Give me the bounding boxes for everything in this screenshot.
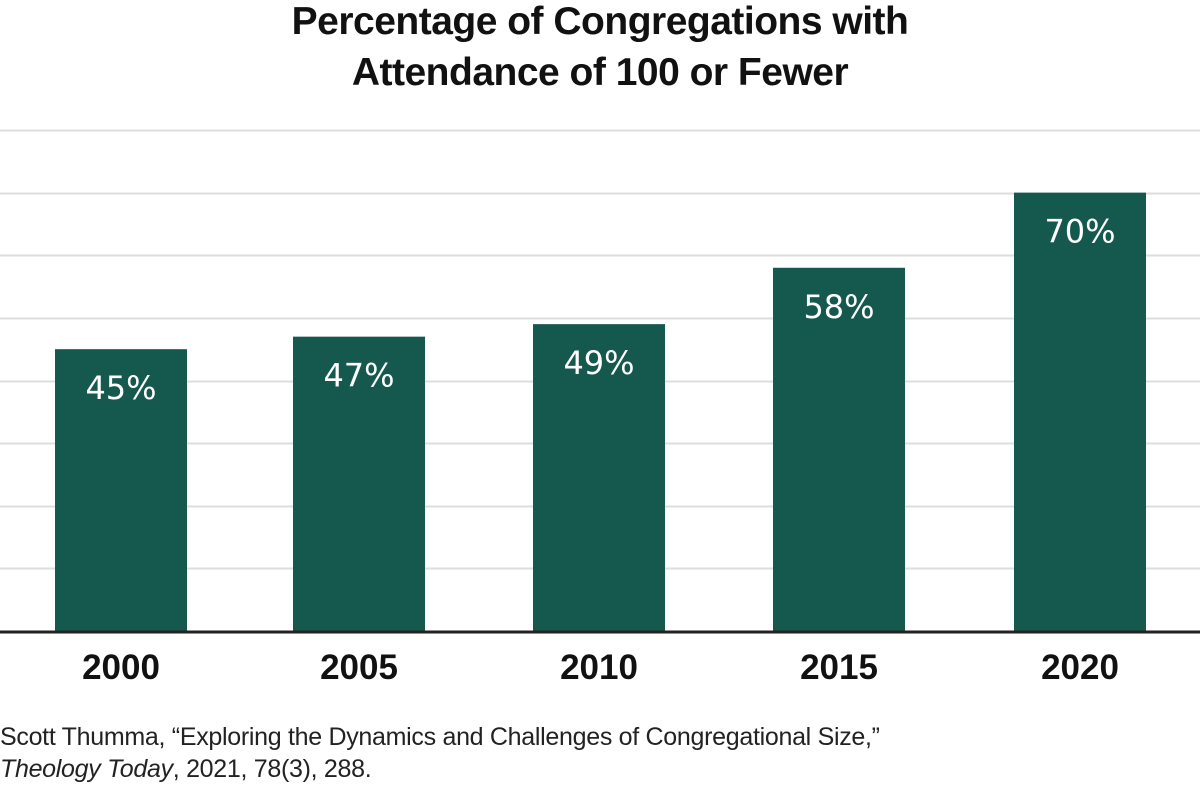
x-tick-labels: 2000 2005 2010 2015 2020 [82,648,1119,687]
data-label-2020: 70% [1044,213,1115,251]
bar-2015 [773,267,905,631]
source-journal: Theology Today [0,755,173,783]
data-label-2010: 49% [563,344,634,382]
chart-title-line-1: Percentage of Congregations with [291,0,909,43]
x-tick-label-2015: 2015 [800,648,878,687]
source-details: , 2021, 78(3), 288. [172,755,372,783]
chart-title: Percentage of Congregations with Attenda… [0,0,1200,98]
source-line-2: Theology Today, 2021, 78(3), 288. [0,753,880,785]
source-line-1: Scott Thumma, “Exploring the Dynamics an… [0,723,880,751]
bar-2010 [533,324,665,631]
data-label-2015: 58% [803,288,874,326]
bar-chart: 45% 47% 49% 58% 70% 2000 2005 2010 2015 2020 [0,129,1200,687]
source-citation: Scott Thumma, “Exploring the Dynamics an… [0,721,880,785]
x-tick-label-2010: 2010 [560,648,638,687]
bar-2020 [1014,192,1146,631]
bars [55,192,1146,631]
data-label-2000: 45% [85,369,156,407]
x-tick-label-2000: 2000 [82,648,160,687]
x-tick-label-2005: 2005 [320,648,398,687]
data-label-2005: 47% [323,357,394,395]
bar-2005 [293,336,425,631]
data-labels: 45% 47% 49% 58% 70% [85,213,1115,408]
bar-2000 [55,349,187,631]
x-tick-label-2020: 2020 [1041,648,1119,687]
chart-title-line-2: Attendance of 100 or Fewer [351,51,849,94]
